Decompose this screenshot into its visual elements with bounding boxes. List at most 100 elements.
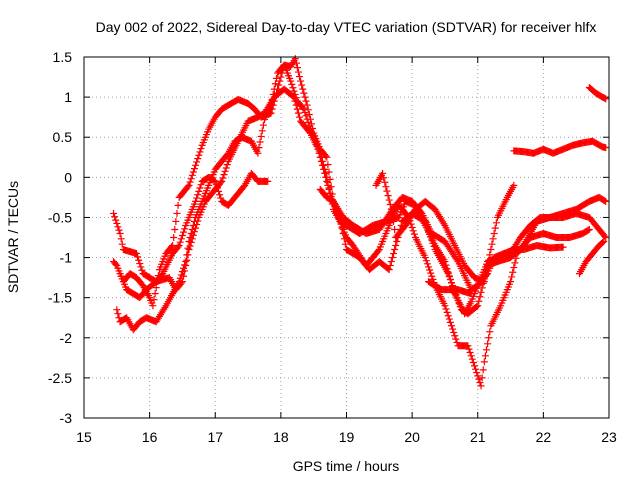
data-point: [381, 178, 389, 186]
data-point: [492, 219, 500, 227]
data-point: [302, 97, 310, 105]
data-point: [180, 228, 188, 236]
data-point: [181, 225, 189, 233]
data-point: [337, 219, 345, 227]
data-point: [213, 184, 221, 192]
data-point: [443, 308, 451, 316]
data-point: [479, 366, 487, 374]
data-point: [445, 315, 453, 323]
data-point: [185, 238, 193, 246]
data-point: [473, 303, 481, 311]
data-point: [118, 240, 126, 248]
data-point: [267, 101, 275, 109]
x-tick-label: 20: [404, 429, 420, 445]
data-point: [174, 243, 182, 251]
data-point: [425, 227, 433, 235]
data-point: [428, 236, 436, 244]
data-point: [425, 263, 433, 271]
data-point: [317, 157, 325, 165]
data-point: [426, 230, 434, 238]
data-point: [427, 269, 435, 277]
data-point: [305, 122, 313, 130]
data-point: [293, 105, 301, 113]
data-point: [391, 246, 399, 254]
data-point: [298, 81, 306, 89]
data-point: [220, 171, 228, 179]
data-point: [259, 121, 267, 129]
data-point: [195, 151, 203, 159]
data-point: [184, 183, 192, 191]
data-point: [453, 294, 461, 302]
data-point: [320, 165, 328, 173]
data-point: [187, 175, 195, 183]
data-point: [294, 109, 302, 117]
data-point: [186, 234, 194, 241]
data-point: [190, 217, 198, 225]
data-point: [133, 250, 140, 258]
data-point: [291, 55, 299, 63]
data-point: [391, 225, 399, 233]
data-point: [215, 187, 223, 195]
data-point: [483, 267, 490, 275]
data-point: [174, 201, 182, 209]
data-point: [193, 194, 201, 202]
data-point: [380, 174, 388, 182]
data-point: [316, 153, 324, 161]
data-point: [301, 108, 309, 116]
data-point: [340, 235, 348, 243]
data-point: [321, 169, 329, 177]
data-point: [382, 183, 390, 191]
data-point: [219, 174, 227, 182]
data-point: [185, 246, 193, 254]
y-axis-ticks: 1.5 1 0.5 0 -0.5 -1 -1.5 -2 -2.5 -3: [48, 49, 609, 426]
data-point: [379, 169, 387, 177]
data-point: [196, 148, 204, 156]
data-point: [446, 318, 454, 326]
data-point: [189, 221, 197, 229]
data-point: [299, 85, 307, 93]
data-point: [486, 251, 494, 259]
data-point: [293, 64, 301, 72]
data-point: [176, 238, 184, 246]
data-point: [476, 293, 484, 301]
data-point: [172, 217, 180, 225]
data-point: [388, 209, 396, 217]
data-point: [152, 284, 160, 292]
data-point: [218, 177, 226, 185]
data-point: [602, 234, 610, 241]
y-tick-label: 1.5: [53, 49, 73, 65]
data-point: [314, 145, 322, 153]
data-point: [384, 192, 392, 200]
data-point: [450, 328, 458, 336]
data-point: [192, 197, 200, 205]
data-point: [388, 254, 396, 262]
data-point: [383, 187, 391, 195]
data-point: [323, 153, 331, 161]
data-point: [386, 201, 394, 209]
data-point: [452, 335, 460, 343]
data-point: [318, 161, 326, 169]
data-point: [454, 297, 462, 305]
data-point: [210, 177, 218, 185]
data-point: [390, 217, 398, 225]
data-point: [313, 141, 321, 149]
data-point: [325, 185, 333, 193]
data-point: [113, 306, 121, 314]
data-point: [136, 260, 144, 268]
data-point: [195, 187, 203, 195]
data-point: [448, 279, 455, 287]
data-point: [273, 89, 280, 97]
data-point: [428, 272, 436, 280]
data-point: [197, 145, 205, 153]
data-point: [470, 362, 478, 370]
data-point: [114, 223, 122, 231]
data-point: [190, 165, 198, 173]
data-point: [114, 310, 122, 318]
y-tick-label: -0.5: [48, 209, 72, 225]
data-point: [422, 221, 430, 229]
y-axis-label: SDTVAR / TECUs: [5, 181, 21, 293]
data-point: [422, 257, 430, 265]
data-point: [426, 266, 434, 274]
data-point: [326, 189, 334, 197]
